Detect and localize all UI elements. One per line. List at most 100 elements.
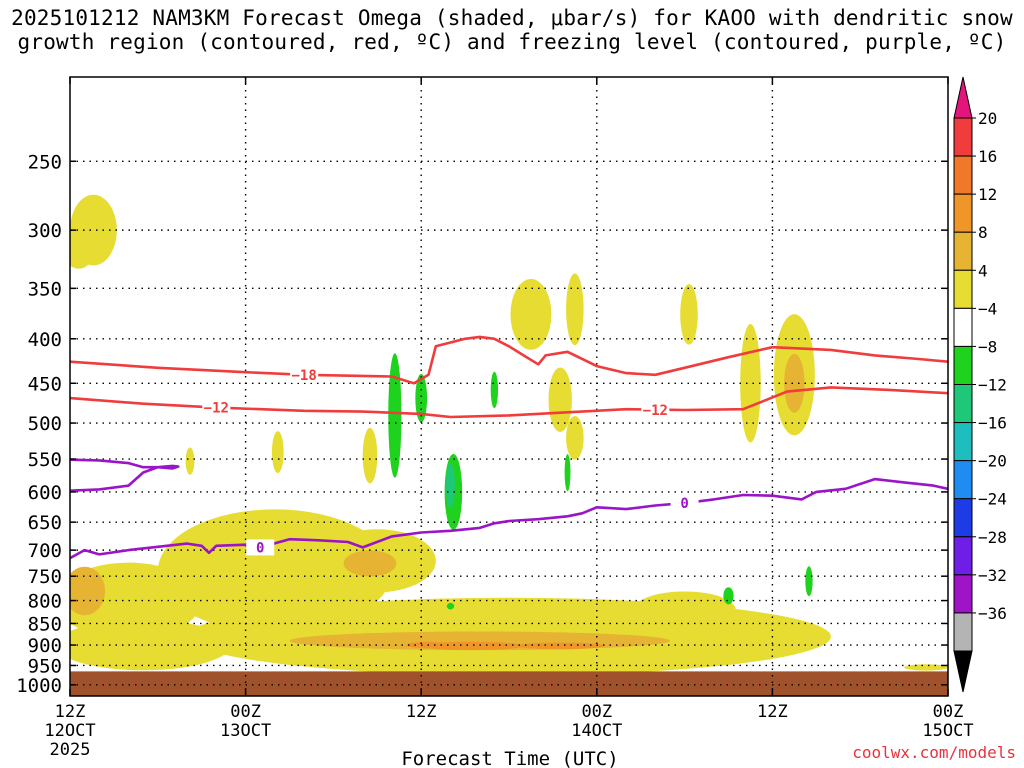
contour-labels: −18 −12 −12 0 0 bbox=[202, 366, 699, 556]
contour-label-2-0: 0 bbox=[256, 540, 264, 556]
omega-shade-7 bbox=[740, 324, 761, 443]
contour-layer bbox=[70, 335, 948, 560]
omega-shade-11 bbox=[362, 427, 378, 484]
colorbar-segment-5 bbox=[953, 307, 973, 347]
x-tick-label-5: 00Z bbox=[933, 702, 964, 722]
omega-shade-13 bbox=[633, 591, 736, 629]
colorbar-segment-6 bbox=[953, 345, 973, 385]
y-tick-label-1000: 1000 bbox=[16, 675, 62, 697]
chart-subtitle: growth region (contoured, red, ºC) and f… bbox=[17, 30, 1007, 54]
omega-shade-20 bbox=[70, 566, 106, 616]
y-tick-label-350: 350 bbox=[28, 278, 62, 300]
omega-shade-30 bbox=[490, 371, 499, 409]
contour-label-1-0: −12 bbox=[204, 401, 229, 417]
y-tick-label-600: 600 bbox=[28, 482, 62, 504]
contour-label-bg-2-0 bbox=[246, 539, 275, 556]
colorbar-segment-11 bbox=[953, 536, 973, 576]
colorbar-segment-9 bbox=[953, 460, 973, 500]
x-tick-day-5: 15OCT bbox=[922, 721, 973, 741]
colorbar-segment-3 bbox=[953, 231, 973, 271]
x-tick-label-3: 00Z bbox=[581, 702, 612, 722]
omega-shade-10 bbox=[680, 284, 698, 345]
colorbar-label-11: −28 bbox=[978, 528, 1007, 547]
y-tick-label-550: 550 bbox=[28, 449, 62, 471]
omega-shade-18 bbox=[70, 619, 231, 671]
omega-shade-17 bbox=[566, 416, 584, 460]
omega-shade-1 bbox=[70, 235, 94, 269]
dgz-contour-0 bbox=[70, 335, 948, 385]
colorbar-segment-0 bbox=[953, 117, 973, 157]
colorbar-label-13: −36 bbox=[978, 604, 1007, 623]
omega-shade-31 bbox=[564, 453, 571, 492]
omega-shade-34 bbox=[446, 602, 455, 610]
y-tick-label-850: 850 bbox=[28, 613, 62, 635]
y-tick-label-400: 400 bbox=[28, 329, 62, 351]
y-tick-label-450: 450 bbox=[28, 373, 62, 395]
colorbar-segment-7 bbox=[953, 384, 973, 424]
chart-title: 2025101212 NAM3KM Forecast Omega (shaded… bbox=[11, 6, 1013, 30]
plot-frame bbox=[69, 76, 949, 697]
x-tick-label-2: 12Z bbox=[406, 702, 437, 722]
omega-shading-layer bbox=[70, 194, 948, 676]
y-tick-label-300: 300 bbox=[28, 220, 62, 242]
y-axis: 2503003504004505005506006507007508008509… bbox=[16, 151, 948, 697]
colorbar-label-6: −8 bbox=[978, 337, 997, 356]
plot-border bbox=[69, 76, 949, 697]
colorbar-segment-2 bbox=[953, 193, 973, 233]
freezing-contour-2 bbox=[70, 477, 948, 560]
omega-shade-25 bbox=[516, 642, 605, 650]
y-tick-label-250: 250 bbox=[28, 151, 62, 173]
colorbar: 20 16 12 8 4 −4 −8 −12 −16 −20 −24 −28 −32 −36 bbox=[953, 76, 1007, 693]
omega-shade-32 bbox=[723, 587, 734, 605]
y-tick-label-800: 800 bbox=[28, 591, 62, 613]
colorbar-label-12: −32 bbox=[978, 566, 1007, 585]
x-tick-label-1: 00Z bbox=[230, 702, 261, 722]
omega-shade-28 bbox=[415, 373, 428, 423]
contour-label-0-0: −18 bbox=[291, 368, 316, 384]
x-tick-day-0: 12OCT bbox=[44, 721, 95, 741]
colorbar-label-3: 8 bbox=[978, 223, 988, 242]
colorbar-segment-13 bbox=[953, 612, 973, 652]
colorbar-label-0: 20 bbox=[978, 109, 997, 128]
colorbar-label-2: 12 bbox=[978, 185, 997, 204]
x-tick-label-4: 12Z bbox=[757, 702, 788, 722]
y-tick-label-900: 900 bbox=[28, 635, 62, 657]
colorbar-segment-10 bbox=[953, 498, 973, 538]
contour-label-bg-1-0 bbox=[202, 399, 231, 416]
x-tick-day-1: 13OCT bbox=[220, 721, 271, 741]
contour-label-1-1: −12 bbox=[643, 403, 668, 419]
omega-shade-15 bbox=[185, 447, 195, 475]
omega-shade-9 bbox=[566, 273, 584, 346]
omega-shade-21 bbox=[343, 550, 397, 577]
x-tick-label-0: 12Z bbox=[55, 702, 86, 722]
contour-label-bg-0-0 bbox=[290, 366, 319, 383]
omega-shade-35 bbox=[446, 463, 455, 508]
colorbar-label-9: −20 bbox=[978, 452, 1007, 471]
colorbar-label-5: −4 bbox=[978, 299, 997, 318]
y-tick-label-500: 500 bbox=[28, 413, 62, 435]
contour-label-bg-2-1 bbox=[670, 495, 699, 512]
y-tick-label-650: 650 bbox=[28, 512, 62, 534]
ground-layer bbox=[70, 671, 948, 696]
omega-shade-33 bbox=[805, 566, 813, 597]
colorbar-label-8: −16 bbox=[978, 414, 1007, 433]
colorbar-segment-4 bbox=[953, 269, 973, 309]
x-tick-year-0: 2025 bbox=[50, 740, 91, 760]
omega-shade-27 bbox=[388, 353, 402, 478]
colorbar-segment-12 bbox=[953, 574, 973, 614]
omega-shade-16 bbox=[548, 367, 572, 432]
omega-shade-6 bbox=[510, 279, 552, 350]
y-tick-label-950: 950 bbox=[28, 655, 62, 677]
omega-shade-12 bbox=[271, 431, 284, 474]
contour-label-bg-1-1 bbox=[641, 401, 670, 418]
credit-text: coolwx.com/models bbox=[852, 743, 1016, 762]
colorbar-bottom-arrow bbox=[953, 650, 973, 693]
y-tick-label-750: 750 bbox=[28, 566, 62, 588]
ground-fill bbox=[70, 671, 948, 696]
dgz-contour-1 bbox=[70, 386, 948, 419]
x-axis-label: Forecast Time (UTC) bbox=[401, 748, 618, 768]
colorbar-label-10: −24 bbox=[978, 490, 1007, 509]
colorbar-top-arrow bbox=[953, 76, 973, 119]
